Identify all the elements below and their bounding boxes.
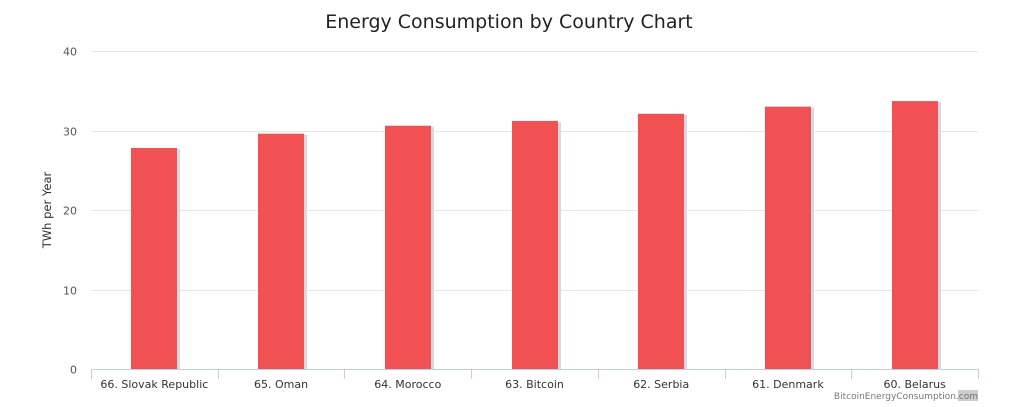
x-tick-label: 60. Belarus: [883, 378, 946, 391]
bar[interactable]: [638, 113, 684, 370]
x-tick-label: 65. Oman: [254, 378, 308, 391]
bar[interactable]: [892, 101, 938, 370]
bar[interactable]: [385, 125, 431, 369]
bar[interactable]: [131, 147, 177, 369]
y-tick-label: 10: [63, 285, 77, 298]
credit-suffix: .com: [956, 392, 978, 402]
credit-suffix-highlight: [958, 390, 978, 401]
x-tick-label: 63. Bitcoin: [505, 378, 564, 391]
bar[interactable]: [512, 120, 558, 370]
x-tick-label: 66. Slovak Republic: [100, 378, 208, 391]
bars: [131, 101, 941, 370]
x-axis-ticks: 66. Slovak Republic 65. Oman 64. Morocco 63…: [91, 369, 979, 391]
x-tick-label: 61. Denmark: [752, 378, 824, 391]
bar[interactable]: [765, 106, 811, 370]
y-tick-label: 40: [63, 46, 77, 59]
x-tick-label: 64. Morocco: [374, 378, 441, 391]
credit-main: BitcoinEnergyConsumption: [834, 392, 956, 402]
y-tick-label: 20: [63, 205, 77, 218]
credit-link[interactable]: BitcoinEnergyConsumption.com: [834, 390, 978, 402]
credit-text[interactable]: BitcoinEnergyConsumption.com: [834, 392, 978, 402]
x-tick-label: 62. Serbia: [633, 378, 689, 391]
y-tick-label: 30: [63, 126, 77, 139]
y-axis-label: TWh per Year: [40, 172, 54, 250]
chart-title: Energy Consumption by Country Chart: [325, 11, 693, 33]
y-tick-label: 0: [70, 364, 77, 377]
y-axis-ticks: 0 10 20 30 40: [63, 46, 77, 377]
bar[interactable]: [258, 133, 304, 369]
